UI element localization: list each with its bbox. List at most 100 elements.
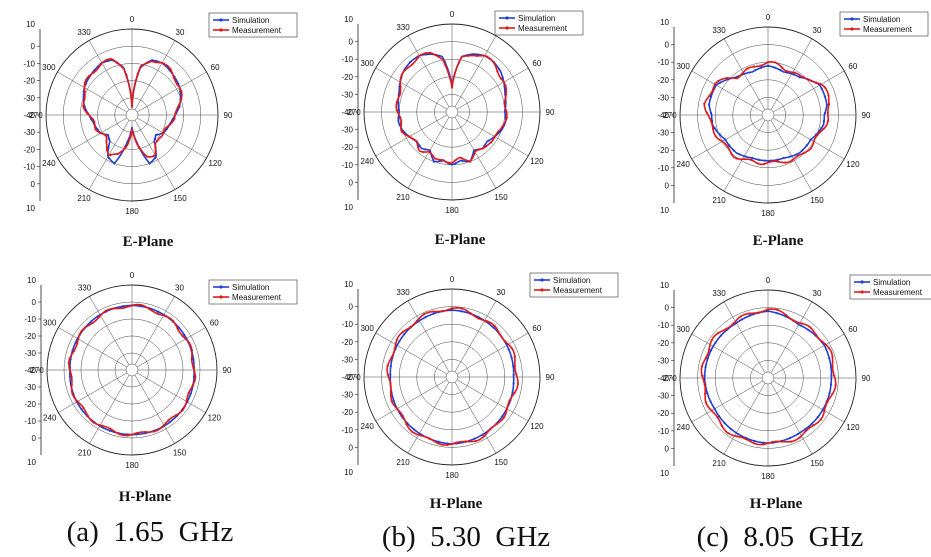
series-line-simulation [708,64,828,162]
data-point [450,309,454,312]
data-point [83,98,86,101]
data-point [806,78,809,81]
polar-spoke [137,71,207,113]
data-point [708,348,711,351]
data-point [827,103,831,106]
angle-tick-label: 30 [813,289,822,298]
radial-tick-label: -20 [24,400,36,409]
data-point [475,54,479,57]
data-point [91,321,94,325]
data-point [148,162,151,165]
data-point [805,144,808,147]
data-point [460,310,463,313]
angle-tick-label: 270 [347,373,361,382]
data-point [505,116,508,119]
data-point [828,392,831,395]
data-point [446,443,449,446]
data-point [766,64,770,67]
data-point [718,133,721,136]
data-point [717,331,720,335]
angle-tick-label: 240 [676,160,690,169]
data-point [512,382,515,385]
radial-tick-label: -10 [657,321,669,330]
radial-tick-label: 0 [31,42,36,51]
data-point [510,346,513,350]
data-point [399,76,402,79]
data-point [68,375,72,378]
data-point [485,55,488,58]
data-point [91,118,94,121]
data-point [447,161,450,164]
legend-label-measurement: Measurement [232,26,282,35]
data-point [389,373,392,376]
polar-plot-6: 0 30 60 90 120 150 180 210 240 270 300 330 0 -10 -20 -3… [657,274,931,512]
data-point [814,81,818,84]
radial-tick-label: -40 [23,111,35,120]
data-point [492,61,495,64]
angle-tick-label: 30 [497,288,506,297]
polar-spoke [137,372,206,413]
data-point [148,307,151,311]
radial-tick-label: 10 [26,204,35,213]
radial-tick-label: 10 [27,276,36,285]
data-point [723,421,726,425]
polar-plot-3: 03060901201501802102402703003300-10-20-3… [341,10,584,248]
data-point [746,67,749,70]
legend-box [208,279,298,305]
data-point [428,437,431,440]
data-point [771,440,774,444]
data-point [94,70,97,73]
data-point [409,326,412,329]
data-point [736,77,739,80]
data-point [154,146,157,149]
data-point [432,312,435,315]
data-point [92,421,95,424]
data-point [762,443,765,446]
data-point [799,75,802,78]
data-point [774,61,777,64]
data-point [174,112,177,115]
data-point [757,311,760,314]
data-point [712,87,715,90]
polar-spoke [773,70,845,113]
data-point [99,131,102,135]
legend-box [849,274,931,300]
angle-tick-label: 180 [761,472,775,481]
radial-tick-label: -10 [23,163,35,172]
angle-tick-label: 150 [173,448,187,457]
data-point [710,409,713,412]
radial-tick-label: -40 [657,111,669,120]
data-point [481,433,484,436]
data-point [180,89,183,93]
polar-plot-1: 0 30 60 90 120 150 180 210 240 270 300 330 0 -10 -20 -3… [23,12,298,250]
polar-center-ring [125,108,139,122]
data-point [820,340,824,343]
data-point [108,429,112,432]
angle-tick-label: 300 [43,319,57,328]
data-point [709,400,712,403]
angle-tick-label: 300 [42,63,56,72]
data-point [513,355,516,358]
data-point [729,152,733,155]
angle-tick-label: 180 [125,461,139,470]
polar-spoke [457,67,529,110]
data-point [505,93,508,96]
polar-spoke [691,380,763,423]
data-point [820,87,823,90]
data-point [468,160,472,163]
legend-label-simulation: Simulation [232,16,269,25]
data-point [717,415,721,418]
data-point [164,127,167,130]
data-point [810,422,814,425]
data-point [136,72,139,75]
data-point [757,158,760,161]
angle-tick-label: 210 [712,459,726,468]
data-point [415,319,419,323]
polar-spoke [773,117,845,160]
radial-tick-label: 0 [32,298,37,307]
polar-center-ring [445,370,459,384]
data-point [826,111,829,115]
